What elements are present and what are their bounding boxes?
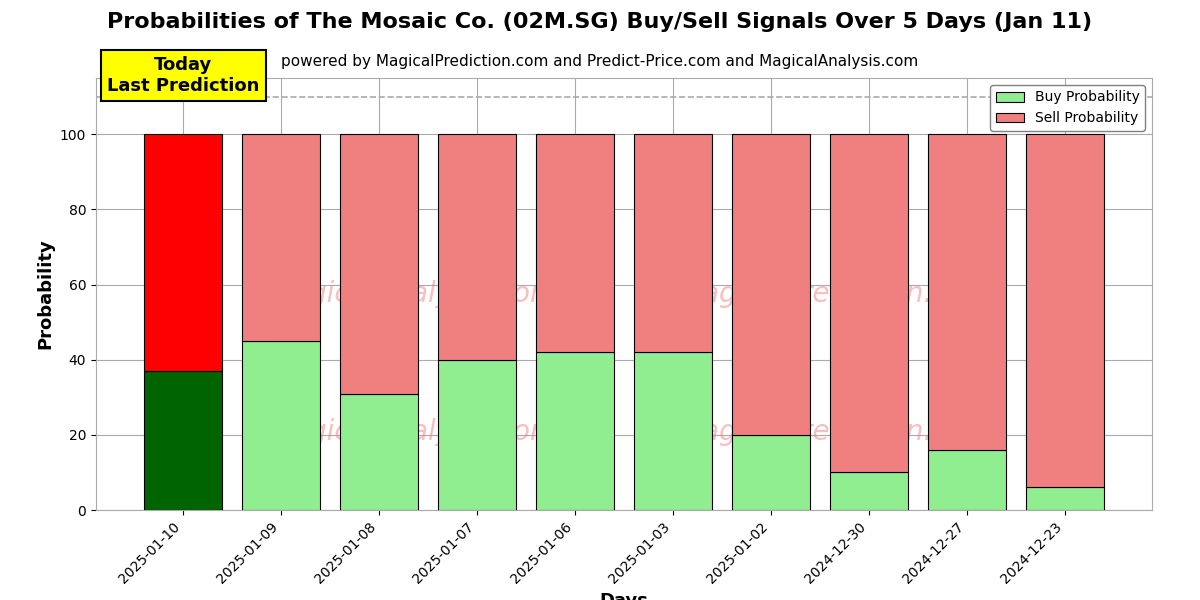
- Bar: [732, 134, 810, 435]
- X-axis label: Days: Days: [600, 592, 648, 600]
- Text: Today
Last Prediction: Today Last Prediction: [107, 56, 259, 95]
- Bar: [242, 341, 320, 510]
- Text: MagicalPrediction.com: MagicalPrediction.com: [678, 418, 992, 446]
- Bar: [928, 450, 1006, 510]
- Text: MagicalAnalysis.com: MagicalAnalysis.com: [269, 418, 557, 446]
- Bar: [340, 134, 419, 394]
- Bar: [438, 360, 516, 510]
- Bar: [732, 435, 810, 510]
- Bar: [536, 134, 614, 352]
- Bar: [340, 394, 419, 510]
- Y-axis label: Probability: Probability: [36, 239, 54, 349]
- Bar: [1026, 487, 1104, 510]
- Bar: [438, 134, 516, 360]
- Bar: [634, 134, 712, 352]
- Bar: [144, 134, 222, 371]
- Bar: [829, 134, 908, 472]
- Bar: [144, 371, 222, 510]
- Text: powered by MagicalPrediction.com and Predict-Price.com and MagicalAnalysis.com: powered by MagicalPrediction.com and Pre…: [281, 54, 919, 69]
- Bar: [928, 134, 1006, 450]
- Bar: [536, 352, 614, 510]
- Legend: Buy Probability, Sell Probability: Buy Probability, Sell Probability: [990, 85, 1145, 131]
- Text: Probabilities of The Mosaic Co. (02M.SG) Buy/Sell Signals Over 5 Days (Jan 11): Probabilities of The Mosaic Co. (02M.SG)…: [108, 12, 1092, 32]
- Text: MagicalAnalysis.com: MagicalAnalysis.com: [269, 280, 557, 308]
- Text: MagicalPrediction.com: MagicalPrediction.com: [678, 280, 992, 308]
- Bar: [634, 352, 712, 510]
- Bar: [829, 472, 908, 510]
- Bar: [1026, 134, 1104, 487]
- Bar: [242, 134, 320, 341]
